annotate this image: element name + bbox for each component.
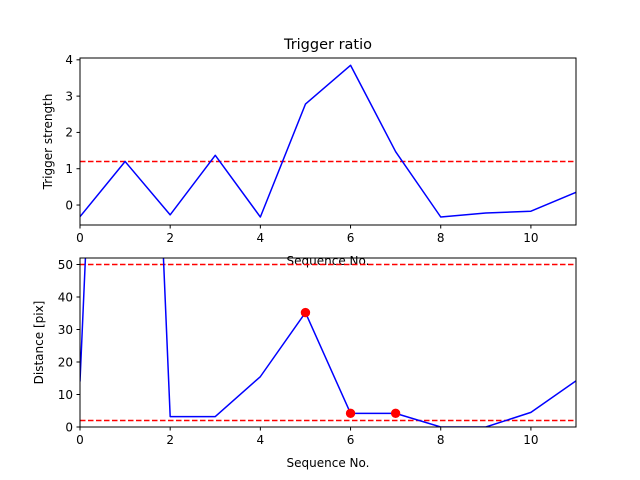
series-lines xyxy=(80,258,576,427)
y-tick-label: 3 xyxy=(65,89,73,103)
y-axis-label: Distance [pix] xyxy=(32,301,46,385)
x-axis-label: Sequence No. xyxy=(287,254,370,268)
x-tick-label: 6 xyxy=(347,433,355,447)
x-tick-label: 4 xyxy=(257,231,265,245)
threshold-lines xyxy=(80,263,576,422)
y-tick-label: 0 xyxy=(65,420,73,434)
chart-title: Trigger ratio xyxy=(283,37,372,53)
y-tick-label: 20 xyxy=(58,355,73,369)
y-axis-ticks: 0 1 2 3 4 xyxy=(65,53,80,212)
x-tick-label: 4 xyxy=(257,433,265,447)
x-axis-ticks: 0 2 4 6 8 10 xyxy=(76,427,539,447)
x-tick-label: 8 xyxy=(437,433,445,447)
series-line xyxy=(80,64,576,218)
y-tick-label: 10 xyxy=(58,388,73,402)
x-tick-label: 10 xyxy=(523,433,538,447)
y-tick-label: 2 xyxy=(65,126,73,140)
x-tick-label: 8 xyxy=(437,231,445,245)
x-tick-label: 6 xyxy=(347,231,355,245)
chart-distance: 0 2 4 6 8 10 0 10 20 30 40 50 Sequence No. Distanc… xyxy=(32,257,577,470)
y-tick-label: 50 xyxy=(58,258,73,272)
x-axis-ticks: 0 2 4 6 8 10 xyxy=(76,225,539,245)
series-lines xyxy=(80,64,576,218)
x-axis-label: Sequence No. xyxy=(287,456,370,470)
plot-frame xyxy=(79,257,577,428)
highlight-point xyxy=(300,307,311,318)
x-tick-label: 2 xyxy=(166,433,174,447)
x-tick-label: 10 xyxy=(523,231,538,245)
x-tick-label: 2 xyxy=(166,231,174,245)
series-line xyxy=(80,258,576,427)
y-tick-label: 30 xyxy=(58,323,73,337)
y-tick-label: 0 xyxy=(65,198,73,212)
x-tick-label: 0 xyxy=(76,433,84,447)
highlight-point xyxy=(345,408,356,419)
highlight-point xyxy=(390,408,401,419)
highlight-points xyxy=(300,307,401,419)
y-axis-label: Trigger strength xyxy=(41,94,55,191)
y-tick-label: 1 xyxy=(65,162,73,176)
y-tick-label: 40 xyxy=(58,290,73,304)
y-tick-label: 4 xyxy=(65,53,73,67)
y-axis-ticks: 0 10 20 30 40 50 xyxy=(58,258,80,434)
plot-frame xyxy=(79,57,577,226)
x-tick-label: 0 xyxy=(76,231,84,245)
